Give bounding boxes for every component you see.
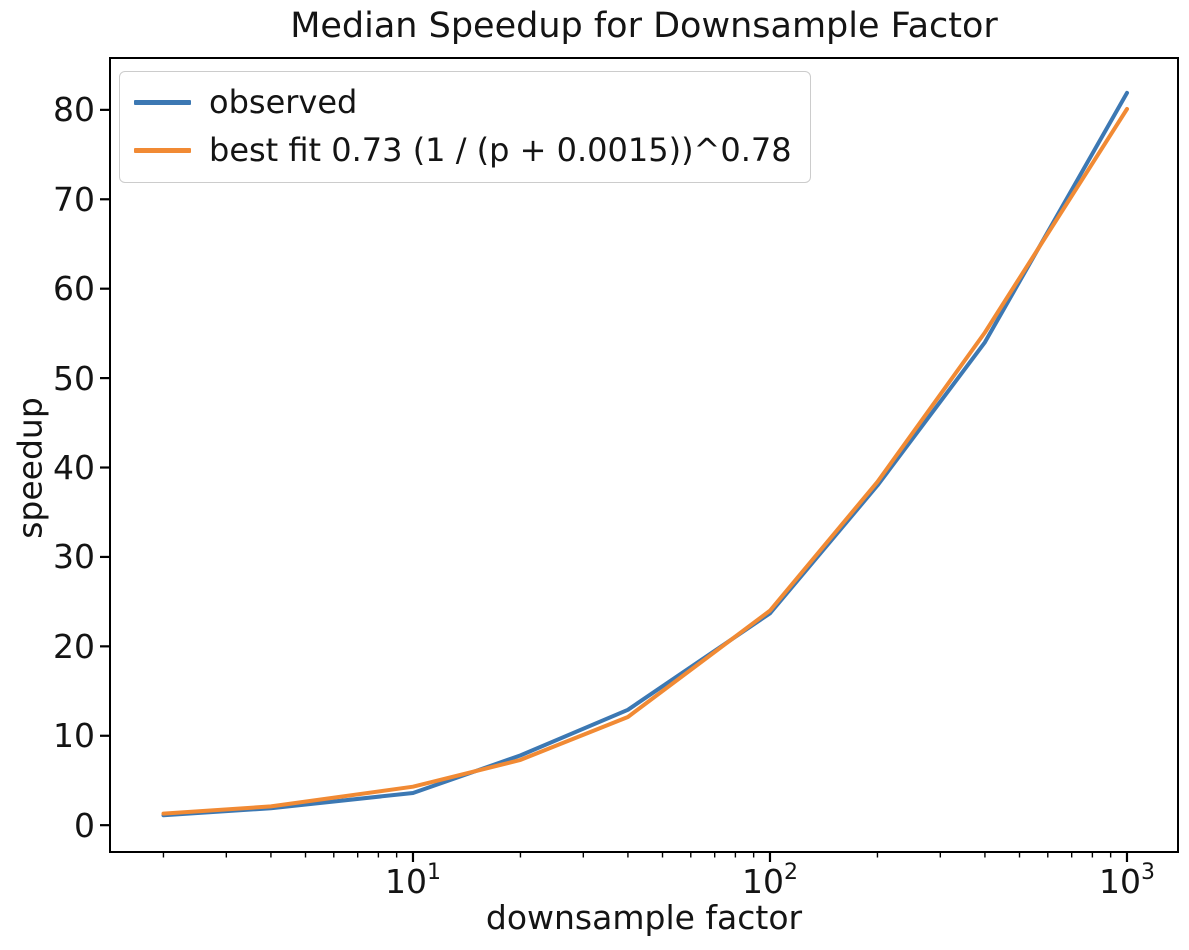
- x-axis-major-ticks: [411, 852, 1129, 862]
- best-fit-line: [161, 107, 1129, 816]
- observed-line-swatch: [134, 99, 191, 105]
- legend-label-observed: observed: [209, 83, 358, 121]
- x-tick-label: 101: [384, 860, 441, 901]
- x-tick-label: 103: [1098, 860, 1155, 901]
- y-tick-label: 50: [53, 358, 95, 398]
- legend-item-observed: observed: [134, 80, 792, 124]
- plot-border: [109, 57, 1179, 853]
- observed-line: [161, 90, 1129, 818]
- legend-label-best-fit: best fit 0.73 (1 / (p + 0.0015))^0.78: [209, 131, 792, 169]
- best-fit-line-swatch: [134, 147, 191, 153]
- y-tick-label: 80: [53, 90, 95, 130]
- x-axis-label: downsample factor: [485, 898, 803, 937]
- y-axis-ticks: [100, 108, 110, 827]
- y-tick-label: 60: [53, 269, 95, 309]
- y-tick-label: 40: [53, 448, 95, 488]
- x-tick-label: 102: [741, 860, 798, 901]
- y-axis-label: speedup: [10, 397, 50, 539]
- x-axis-minor-ticks: [162, 852, 1112, 858]
- y-tick-label: 30: [53, 537, 95, 577]
- y-tick-label: 70: [53, 179, 95, 219]
- y-tick-label: 0: [74, 805, 95, 845]
- y-tick-label: 10: [53, 716, 95, 756]
- legend: observed best fit 0.73 (1 / (p + 0.0015)…: [119, 71, 811, 183]
- chart-title: Median Speedup for Downsample Factor: [290, 6, 998, 46]
- legend-item-best-fit: best fit 0.73 (1 / (p + 0.0015))^0.78: [134, 128, 792, 172]
- y-tick-label: 20: [53, 626, 95, 666]
